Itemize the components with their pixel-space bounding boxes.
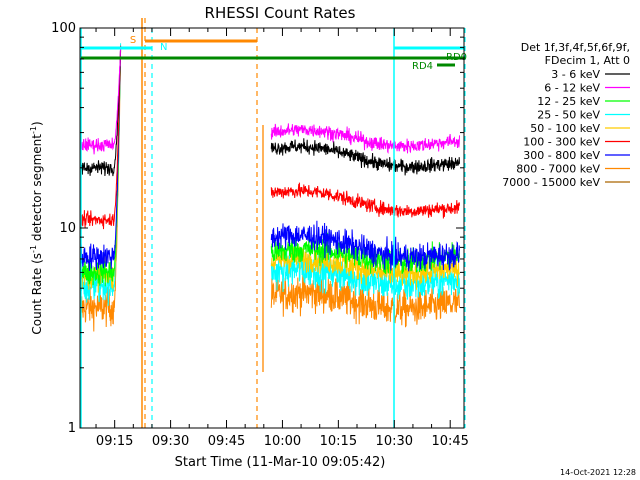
y-tick-label: 1 bbox=[68, 421, 76, 436]
legend-entry-label: 7000 - 15000 keV bbox=[502, 176, 600, 189]
flag-label-s: S bbox=[130, 35, 136, 46]
legend: Det 1f,3f,4f,5f,6f,9f, FDecim 1, Att 0 3… bbox=[502, 41, 630, 189]
series-line-after-6 bbox=[270, 182, 460, 219]
flag-label-rd4: RD4 bbox=[412, 61, 433, 72]
series-line-before-8 bbox=[79, 47, 122, 332]
y-axis-label-part1: Count Rate (s bbox=[30, 253, 44, 335]
x-axis-label: Start Time (11-Mar-10 09:05:42) bbox=[175, 455, 386, 470]
y-axis-label-part2: detector segment bbox=[30, 134, 44, 245]
series-line-after-8 bbox=[270, 270, 460, 328]
flag-label-n: N bbox=[160, 42, 167, 53]
data-layer bbox=[79, 43, 460, 332]
series-line-before-7 bbox=[79, 46, 122, 271]
timestamp: 14-Oct-2021 12:28 bbox=[560, 468, 636, 477]
series-line-after-7 bbox=[270, 220, 460, 272]
legend-entry-label: 12 - 25 keV bbox=[537, 95, 600, 108]
x-tick-label: 10:45 bbox=[431, 434, 468, 449]
y-tick-label: 10 bbox=[59, 221, 76, 236]
legend-entry-label: 300 - 800 keV bbox=[523, 149, 600, 162]
y-axis-label: Count Rate (s-1 detector segment-1) bbox=[29, 121, 44, 334]
y-tick-label: 100 bbox=[51, 21, 76, 36]
plot-frame bbox=[79, 27, 465, 429]
x-tick-label: 09:45 bbox=[208, 434, 245, 449]
flag-label-rd0: RD0 bbox=[446, 52, 467, 63]
x-tick-label: 09:30 bbox=[152, 434, 189, 449]
chart-title: RHESSI Count Rates bbox=[205, 4, 356, 22]
legend-header-1: Det 1f,3f,4f,5f,6f,9f, bbox=[521, 41, 630, 54]
y-axis-label-sup2: -1 bbox=[29, 126, 38, 134]
y-axis-label-close: ) bbox=[30, 121, 44, 126]
y-axis-label-sup1: -1 bbox=[29, 245, 38, 253]
legend-entry-label: 100 - 300 keV bbox=[523, 136, 600, 149]
x-tick-label: 10:00 bbox=[264, 434, 301, 449]
legend-entry-label: 25 - 50 keV bbox=[537, 109, 600, 122]
series-line-before-2 bbox=[79, 49, 122, 155]
overlay-layer: S N RD0 RD4 bbox=[80, 18, 467, 428]
legend-header-2: FDecim 1, Att 0 bbox=[545, 54, 630, 67]
series-line-after-5 bbox=[270, 245, 460, 290]
x-tick-label: 09:15 bbox=[96, 434, 133, 449]
legend-entry-label: 800 - 7000 keV bbox=[516, 163, 600, 176]
legend-entry-label: 3 - 6 keV bbox=[551, 68, 600, 81]
x-tick-label: 10:30 bbox=[376, 434, 413, 449]
axes-layer: 1 10 100 09:15 09:30 09:45 10:00 10:15 10:30 10:4… bbox=[51, 21, 469, 449]
legend-entry-label: 50 - 100 keV bbox=[530, 122, 600, 135]
legend-entry-label: 6 - 12 keV bbox=[544, 82, 600, 95]
series-line-after-1 bbox=[270, 138, 460, 176]
series-line-before-6 bbox=[79, 45, 122, 230]
series-line-after-2 bbox=[270, 123, 460, 154]
x-tick-label: 10:15 bbox=[320, 434, 357, 449]
series-line-before-1 bbox=[79, 47, 122, 177]
